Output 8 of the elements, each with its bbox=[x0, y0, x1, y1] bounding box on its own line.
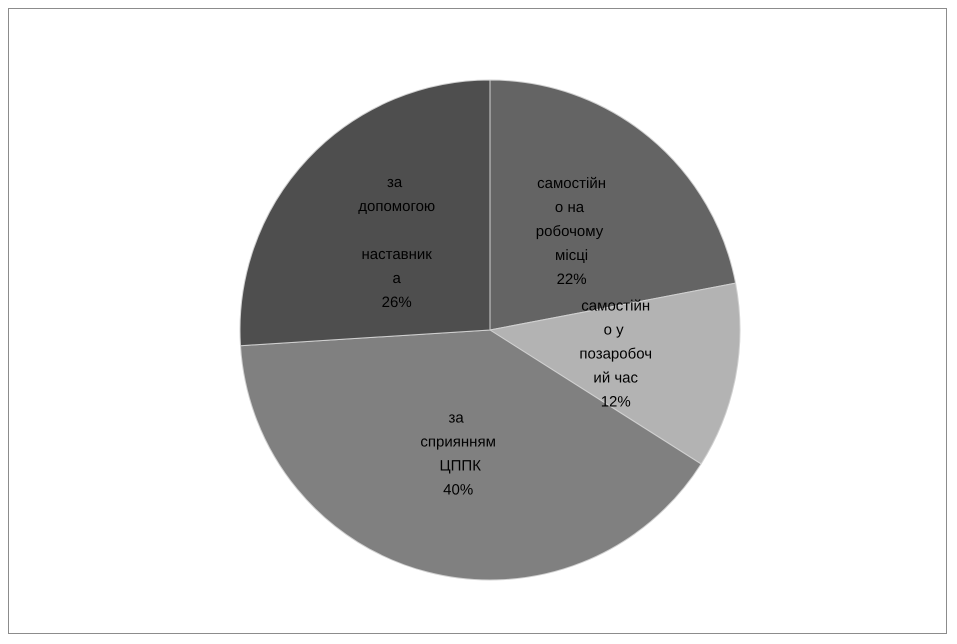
slice-label: самостійно на робочому місці bbox=[536, 174, 608, 264]
slice-label: самостійно у позаробочий час bbox=[579, 297, 652, 386]
data-label: 40% bbox=[443, 481, 474, 498]
category-label: за допомогою наставника bbox=[358, 174, 436, 287]
data-label: 26% bbox=[382, 294, 412, 311]
data-label: 22% bbox=[556, 270, 587, 288]
data-label: 12% bbox=[600, 393, 631, 410]
slice-label: за сприянням ЦППК bbox=[420, 409, 496, 474]
